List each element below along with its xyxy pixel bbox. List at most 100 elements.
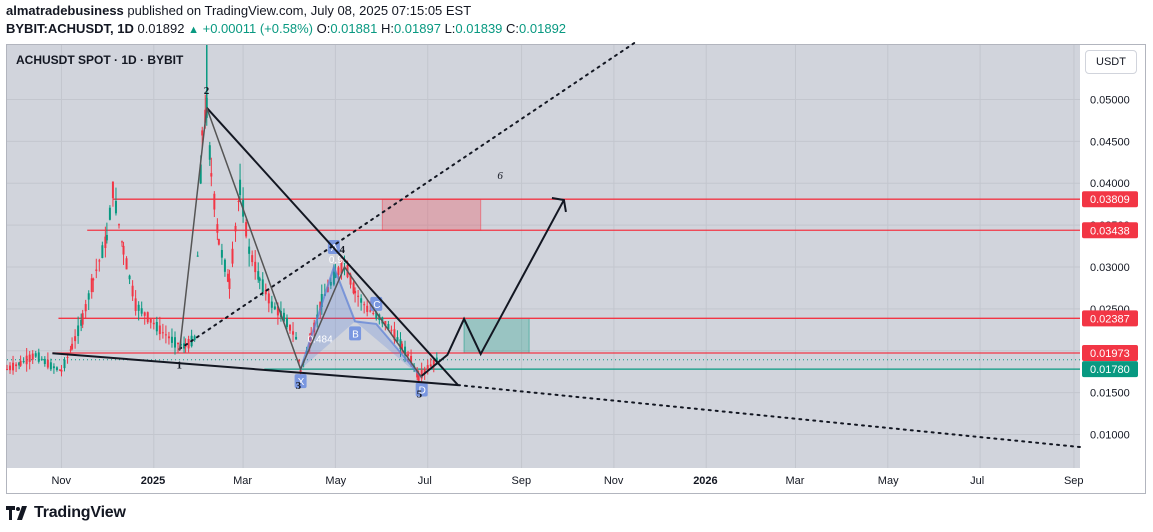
candle-body bbox=[55, 367, 58, 371]
published-text: published on TradingView.com, July 08, 2… bbox=[127, 3, 472, 18]
pattern-fill-xab bbox=[300, 266, 356, 370]
candle-body bbox=[43, 358, 46, 365]
projection-arrowhead bbox=[551, 196, 567, 213]
candle-body bbox=[343, 262, 346, 264]
pattern-line bbox=[299, 263, 423, 379]
candle-body bbox=[18, 362, 21, 366]
candle-body bbox=[396, 337, 399, 342]
candle-body bbox=[298, 360, 301, 362]
candle-body bbox=[128, 275, 131, 280]
footer-brand[interactable]: TradingView bbox=[34, 504, 126, 521]
candle-body bbox=[199, 164, 202, 184]
candle-body bbox=[393, 329, 396, 340]
candle-body bbox=[60, 370, 63, 372]
candle-body bbox=[261, 279, 264, 293]
candle-body bbox=[98, 260, 101, 262]
candle-body bbox=[372, 312, 375, 314]
candle-body bbox=[111, 181, 114, 199]
candle-body bbox=[105, 234, 108, 241]
y-tick-label: 0.04500 bbox=[1090, 136, 1130, 148]
candle-body bbox=[407, 354, 410, 356]
candle-body bbox=[19, 360, 22, 366]
currency-button[interactable]: USDT bbox=[1085, 50, 1137, 74]
candle-body bbox=[340, 260, 343, 274]
candle-body bbox=[375, 311, 378, 319]
candle-body bbox=[137, 304, 140, 311]
chart-title: ACHUSDT SPOT · 1D · BYBIT bbox=[16, 53, 184, 67]
candle-body bbox=[143, 312, 146, 316]
pattern-label: C bbox=[373, 300, 380, 311]
candle-body bbox=[134, 298, 137, 311]
y-tick-label: 0.01000 bbox=[1090, 429, 1130, 441]
wave-label: 3 bbox=[296, 380, 302, 392]
level-price-label: 0.02387 bbox=[1090, 313, 1130, 325]
candle-body bbox=[410, 355, 413, 363]
x-tick-label: Sep bbox=[512, 475, 532, 487]
level-price-badge bbox=[1082, 191, 1138, 208]
candle-body bbox=[28, 354, 31, 362]
candle-body bbox=[239, 179, 242, 196]
candle-body bbox=[131, 285, 134, 297]
candle-body bbox=[152, 322, 155, 325]
candle-body bbox=[332, 271, 335, 285]
candle-body bbox=[81, 313, 84, 325]
low-label: L: bbox=[444, 21, 456, 36]
candle-body bbox=[184, 345, 187, 348]
level-price-label: 0.01780 bbox=[1090, 364, 1130, 376]
footer: TradingView bbox=[6, 504, 126, 522]
open-value: 0.01881 bbox=[330, 21, 378, 36]
high-value: 0.01897 bbox=[393, 21, 441, 36]
candle-body bbox=[158, 325, 161, 335]
candle-body bbox=[354, 290, 357, 294]
symbol: BYBIT:ACHUSDT, 1D bbox=[6, 21, 134, 36]
level-price-badge bbox=[1082, 361, 1138, 378]
candle-body bbox=[122, 245, 125, 255]
pattern-label-box bbox=[294, 374, 307, 389]
pattern-label: X bbox=[298, 377, 305, 388]
candle-body bbox=[369, 310, 372, 312]
chart-frame bbox=[6, 44, 1146, 494]
candle-body bbox=[37, 352, 40, 362]
x-tick-label: May bbox=[325, 475, 346, 487]
author-name[interactable]: almatradebusiness bbox=[6, 3, 124, 18]
x-tick-label: Mar bbox=[785, 475, 804, 487]
candle-body bbox=[49, 362, 52, 370]
trendline-dotted bbox=[456, 384, 1081, 449]
candle-body bbox=[285, 317, 288, 328]
candle-body bbox=[84, 304, 87, 312]
level-price-label: 0.03809 bbox=[1090, 194, 1130, 206]
pattern-ratio: 0.9... bbox=[329, 255, 351, 266]
candle-body bbox=[220, 249, 223, 258]
candle-body bbox=[349, 274, 352, 285]
pattern-fill-bcd bbox=[355, 321, 422, 378]
x-tick-label: May bbox=[878, 475, 899, 487]
candle-body bbox=[352, 282, 355, 294]
candle-body bbox=[208, 145, 211, 160]
candle-body bbox=[228, 278, 231, 289]
level-price-badge bbox=[1082, 344, 1138, 361]
candle-body bbox=[183, 343, 186, 349]
candle-body bbox=[320, 294, 323, 307]
candle-body bbox=[121, 241, 124, 243]
candle-body bbox=[384, 320, 387, 327]
candle-body bbox=[173, 337, 176, 348]
x-tick-label: 2025 bbox=[141, 475, 165, 487]
candle-body bbox=[254, 261, 257, 273]
price: 0.01892 bbox=[137, 21, 185, 36]
candle-body bbox=[46, 359, 49, 368]
candle-body bbox=[95, 269, 98, 271]
y-tick-label: 0.01500 bbox=[1090, 388, 1130, 400]
low-value: 0.01839 bbox=[455, 21, 503, 36]
candle-body bbox=[416, 370, 419, 378]
candle-body bbox=[429, 364, 432, 367]
candle-body bbox=[329, 281, 332, 286]
candle-body bbox=[108, 207, 111, 220]
candle-body bbox=[170, 336, 173, 343]
candle-body bbox=[161, 332, 164, 334]
candle-body bbox=[52, 366, 55, 369]
level-price-badge bbox=[1082, 310, 1138, 327]
candle-body bbox=[337, 267, 340, 275]
candle-body bbox=[400, 343, 403, 350]
x-tick-label: Mar bbox=[233, 475, 252, 487]
